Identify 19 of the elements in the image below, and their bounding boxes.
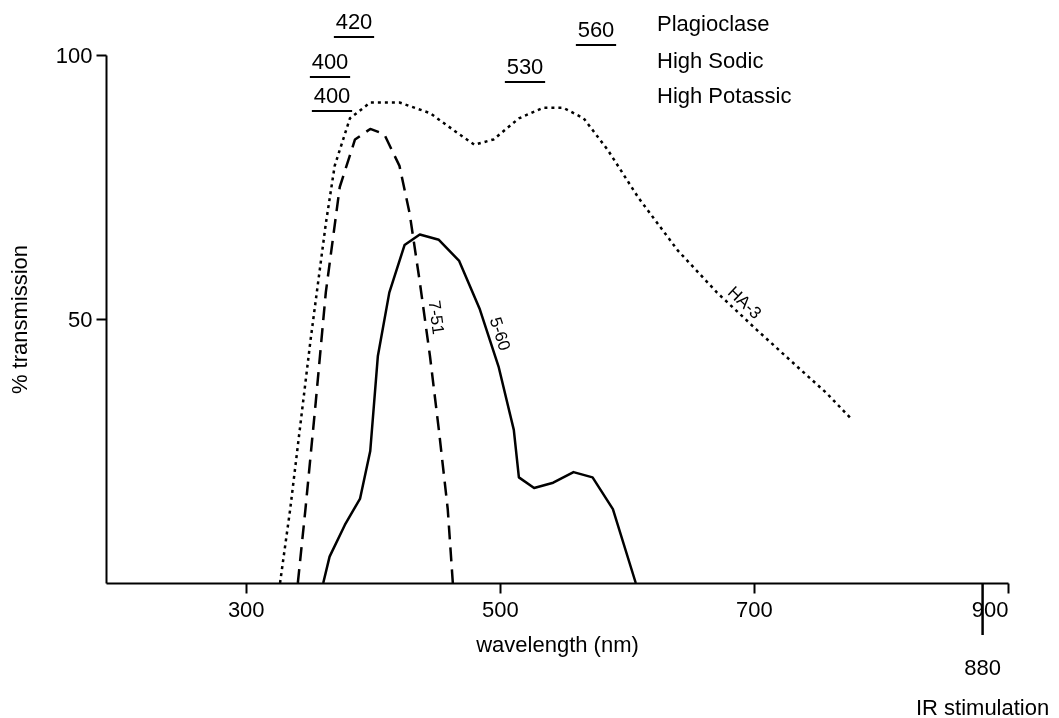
y-tick-label: 50 (68, 306, 93, 332)
y-axis-title: % transmission (6, 244, 32, 395)
text: 5-60 (485, 314, 515, 354)
text: 420 (335, 9, 373, 34)
x-axis-title: wavelength (nm) (475, 631, 639, 657)
x-tick-label: 300 (227, 596, 265, 622)
x-tick-label: 500 (481, 596, 519, 622)
text: IR stimulation (915, 695, 1050, 718)
x-tick-label: 700 (736, 596, 773, 622)
annotation: High Sodic (657, 48, 764, 73)
annotation: 400 (313, 83, 351, 108)
annotation: 530 (506, 54, 544, 79)
ref-line-label: 880 (964, 655, 1001, 680)
text: 7-51 (424, 299, 448, 336)
text: Plagioclase (657, 11, 770, 36)
text: 560 (577, 17, 615, 42)
y-tick-label: 100 (55, 42, 93, 68)
annotation: 400 (311, 49, 349, 74)
annotation: High Potassic (657, 83, 792, 108)
